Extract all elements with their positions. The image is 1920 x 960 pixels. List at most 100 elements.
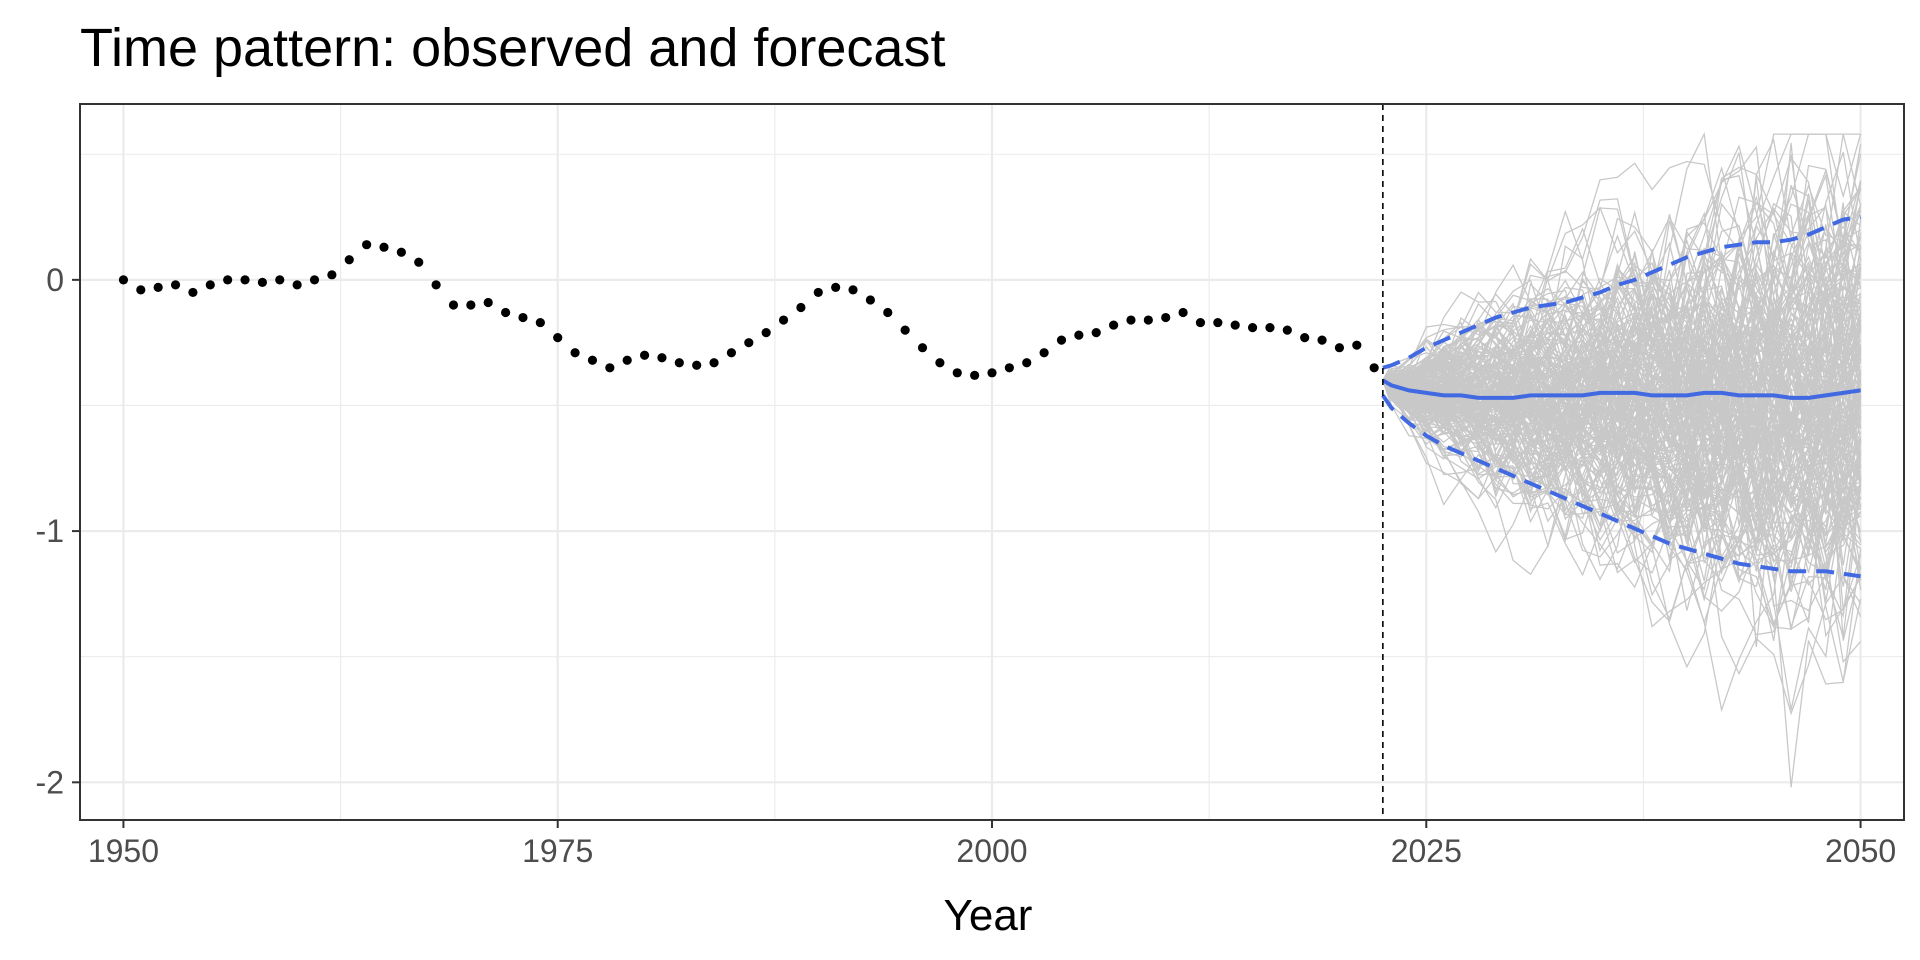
- observed-point: [292, 280, 302, 290]
- simulation-path: [1382, 379, 1862, 516]
- observed-point: [726, 348, 737, 358]
- observed-point: [1195, 317, 1206, 328]
- observed-point: [379, 242, 389, 252]
- observed-point: [831, 282, 841, 292]
- simulation-path: [1382, 242, 1862, 409]
- observed-point: [483, 297, 493, 308]
- observed-point: [1074, 330, 1084, 340]
- observed-point: [1091, 328, 1101, 338]
- observed-point: [1334, 343, 1345, 353]
- observed-point: [1369, 363, 1379, 373]
- observed-point: [1317, 335, 1327, 345]
- x-tick-label: 2050: [1825, 833, 1896, 869]
- observed-point: [188, 287, 198, 298]
- observed-point: [327, 270, 337, 280]
- simulation-path: [1382, 251, 1862, 414]
- x-tick-label: 1975: [522, 833, 593, 869]
- simulation-path: [1382, 324, 1862, 543]
- observed-point: [900, 325, 910, 335]
- observed-point: [1126, 315, 1136, 325]
- observed-point: [153, 282, 163, 292]
- observed-point: [431, 280, 441, 290]
- simulation-path: [1382, 164, 1862, 455]
- simulation-path: [1382, 249, 1861, 463]
- x-tick-label: 1950: [88, 833, 159, 869]
- observed-point: [1230, 320, 1240, 330]
- simulation-path: [1382, 210, 1862, 509]
- observed-point: [1022, 358, 1032, 368]
- simulation-path: [1382, 301, 1862, 471]
- observed-point: [501, 307, 511, 318]
- observed-point: [587, 355, 598, 365]
- simulation-path: [1382, 251, 1862, 590]
- simulation-path: [1382, 233, 1862, 460]
- x-axis-title: Year: [944, 891, 1033, 940]
- simulation-path: [1382, 327, 1862, 511]
- simulation-path: [1382, 199, 1862, 481]
- observed-point: [570, 348, 580, 358]
- observed-point: [952, 368, 962, 378]
- observed-point: [622, 355, 632, 365]
- simulation-path: [1382, 248, 1862, 503]
- observed-point: [848, 285, 858, 295]
- observed-point: [414, 257, 424, 267]
- x-tick-label: 2025: [1391, 833, 1462, 869]
- simulation-path: [1382, 379, 1861, 523]
- observed-point: [1056, 335, 1067, 345]
- observed-point: [657, 353, 667, 363]
- simulation-path: [1382, 209, 1862, 459]
- axis-layer: 1950 1975 2000 2025 2050 0 -1 -2: [36, 262, 1897, 869]
- observed-point: [466, 300, 476, 310]
- simulation-path: [1382, 226, 1862, 538]
- observed-point: [935, 358, 945, 368]
- simulation-path: [1382, 137, 1862, 558]
- observed-point: [518, 312, 528, 323]
- observed-point: [744, 338, 754, 348]
- simulation-path: [1382, 182, 1862, 496]
- observed-point: [205, 280, 215, 290]
- simulation-path: [1382, 359, 1861, 575]
- observed-point: [223, 275, 233, 285]
- observed-point: [865, 295, 876, 305]
- observed-point: [639, 350, 650, 360]
- observed-point: [535, 317, 545, 328]
- observed-point: [692, 360, 702, 370]
- simulation-path: [1382, 340, 1862, 545]
- simulation-paths: [1382, 131, 1862, 788]
- y-tick-label: -2: [36, 764, 64, 800]
- observed-point: [136, 285, 146, 295]
- observed-points: [118, 240, 1379, 380]
- observed-point: [1109, 320, 1119, 330]
- observed-point: [344, 255, 354, 265]
- observed-point: [309, 275, 320, 285]
- observed-point: [709, 358, 719, 368]
- observed-point: [1161, 312, 1171, 323]
- observed-point: [778, 315, 789, 325]
- observed-point: [1004, 363, 1014, 373]
- observed-point: [1265, 322, 1275, 333]
- chart-title: Time pattern: observed and forecast: [80, 18, 945, 78]
- lower-interval-line: [1381, 394, 1861, 579]
- simulation-path: [1382, 326, 1862, 550]
- observed-point: [970, 370, 980, 380]
- observed-point: [917, 343, 928, 353]
- observed-point: [1282, 325, 1292, 335]
- y-tick-label: -1: [36, 513, 64, 549]
- observed-point: [1213, 317, 1223, 328]
- simulation-path: [1382, 206, 1862, 425]
- observed-point: [257, 277, 267, 287]
- observed-point: [118, 275, 129, 285]
- x-tick-label: 2000: [956, 833, 1027, 869]
- observed-point: [605, 363, 615, 373]
- observed-point: [1039, 348, 1049, 358]
- observed-point: [448, 300, 459, 310]
- simulation-path: [1382, 323, 1862, 557]
- observed-point: [1178, 307, 1188, 318]
- simulation-path: [1382, 174, 1861, 425]
- observed-point: [275, 275, 285, 285]
- observed-point: [396, 247, 406, 257]
- observed-point: [796, 302, 806, 313]
- simulation-path: [1382, 364, 1862, 495]
